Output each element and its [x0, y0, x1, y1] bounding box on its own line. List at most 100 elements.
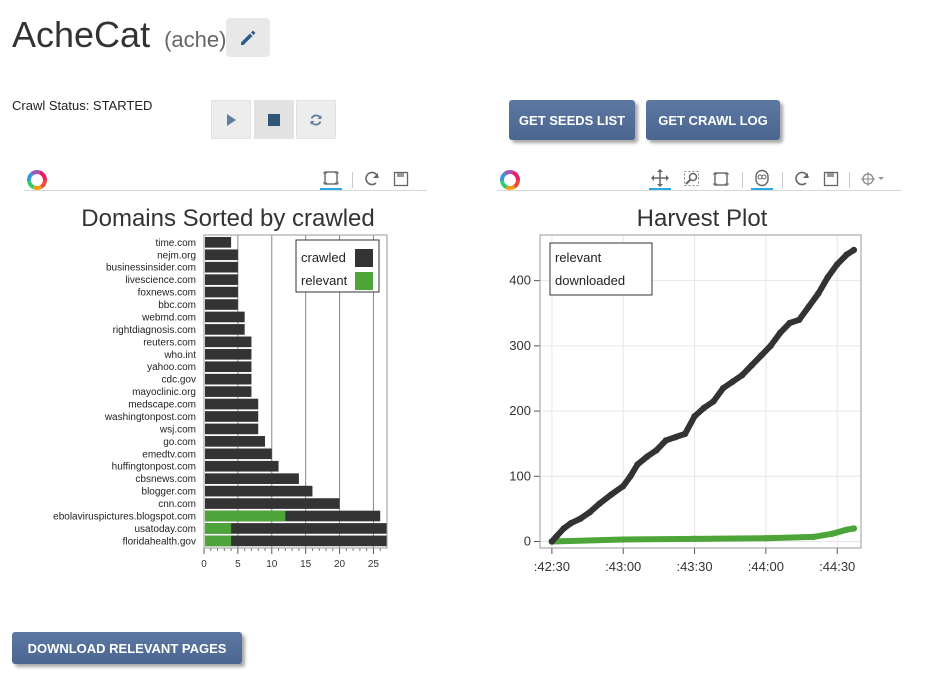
box-select-tool[interactable] — [710, 168, 732, 190]
x-tick-label: 5 — [235, 559, 241, 570]
domains-chart[interactable]: Domains Sorted by crawled time.comnejm.o… — [0, 195, 460, 585]
y-tick-label: 400 — [509, 273, 531, 288]
bar-crawled — [205, 336, 252, 348]
category-label: webmd.com — [141, 312, 196, 323]
category-label: blogger.com — [142, 487, 196, 498]
legend-swatch-relevant — [355, 272, 373, 290]
point-relevant — [762, 535, 770, 542]
bar-crawled — [205, 510, 381, 522]
axes: 0 100 200 300 400:42:30:43:00:43:30:44:00:44… — [509, 273, 855, 574]
bar-crawled — [205, 411, 259, 422]
x-tick-label: 20 — [334, 559, 346, 570]
category-label: mayoclinic.org — [132, 387, 196, 398]
category-label: foxnews.com — [138, 288, 196, 299]
stop-icon — [268, 113, 280, 126]
x-tick-label: :43:00 — [605, 559, 641, 574]
chart-series — [548, 246, 858, 545]
save-tool[interactable] — [820, 168, 842, 190]
point-downloaded — [567, 520, 575, 527]
bar-crawled — [205, 274, 238, 285]
box-zoom-icon — [323, 171, 339, 185]
category-label: ebolaviruspictures.blogspot.com — [53, 512, 196, 523]
point-downloaded — [662, 437, 670, 444]
chart-title: Domains Sorted by crawled — [81, 205, 374, 232]
y-tick-label: 300 — [509, 338, 531, 353]
point-downloaded — [681, 430, 689, 438]
harvest-chart[interactable]: Harvest Plot 0 100 200 300 400:42:30:43:00:4… — [495, 195, 915, 585]
x-tick-label: 15 — [300, 559, 312, 570]
start-crawl-button[interactable] — [211, 100, 251, 139]
save-icon — [393, 171, 409, 187]
point-downloaded — [577, 515, 584, 522]
wheel-zoom-tool[interactable] — [751, 168, 773, 190]
point-downloaded — [748, 362, 755, 369]
reset-tool[interactable] — [791, 168, 813, 190]
reset-tool[interactable] — [361, 168, 383, 190]
chart-bars — [205, 237, 387, 547]
point-downloaded — [596, 500, 603, 507]
toolbar-underline — [497, 190, 901, 191]
x-tick-label: 0 — [201, 559, 207, 570]
bar-crawled — [205, 386, 252, 397]
inspect-tool[interactable] — [859, 168, 887, 190]
pan-tool[interactable] — [649, 168, 671, 190]
point-downloaded — [608, 491, 615, 498]
legend-label-downloaded: downloaded — [555, 273, 625, 288]
point-relevant — [843, 526, 850, 533]
point-downloaded — [620, 482, 627, 490]
bar-crawled — [205, 535, 387, 547]
bar-crawled — [205, 249, 238, 261]
reset-icon — [795, 171, 809, 186]
point-downloaded — [710, 398, 717, 405]
point-downloaded — [843, 251, 850, 258]
point-relevant — [691, 535, 698, 543]
toolbar-divider — [849, 172, 850, 188]
category-label: huffingtonpost.com — [112, 462, 196, 473]
point-downloaded — [776, 329, 784, 337]
point-downloaded — [834, 261, 841, 268]
x-tick-label: :44:30 — [819, 559, 855, 574]
legend-label-crawled: crawled — [301, 250, 346, 265]
bokeh-logo-icon[interactable] — [499, 169, 521, 196]
toolbar-divider — [742, 172, 743, 188]
y-tick-label: 0 — [524, 533, 531, 548]
plot-frame — [203, 234, 388, 549]
bar-crawled — [205, 299, 238, 310]
save-icon — [823, 171, 839, 187]
category-label: who.int — [163, 350, 196, 361]
category-label: floridahealth.gov — [123, 536, 196, 547]
box-zoom-tool[interactable] — [320, 168, 342, 190]
category-label: bbc.com — [158, 300, 196, 311]
refresh-status-button[interactable] — [296, 100, 336, 139]
bar-crawled — [205, 348, 252, 360]
bar-relevant — [205, 535, 232, 547]
bar-crawled — [205, 261, 238, 273]
get-seeds-list-button[interactable]: GET SEEDS LIST — [509, 100, 635, 140]
x-axis: 0 5 10 15 20 25 — [201, 548, 381, 570]
save-tool[interactable] — [390, 168, 412, 190]
bokeh-logo-icon[interactable] — [26, 169, 48, 196]
point-downloaded — [643, 453, 651, 460]
bar-crawled — [205, 237, 232, 248]
point-relevant — [620, 536, 627, 543]
point-downloaded — [691, 413, 698, 420]
stop-crawl-button[interactable] — [254, 100, 294, 139]
play-icon — [227, 113, 236, 126]
bar-crawled — [205, 373, 252, 385]
point-downloaded — [729, 378, 736, 385]
bar-crawled — [205, 498, 340, 509]
get-crawl-log-button[interactable]: GET CRAWL LOG — [646, 100, 780, 140]
point-downloaded — [672, 433, 679, 441]
x-tick-label: :42:30 — [534, 559, 570, 574]
point-downloaded — [738, 371, 746, 379]
legend-label-relevant: relevant — [301, 273, 348, 288]
box-zoom-tool[interactable] — [681, 168, 703, 190]
point-relevant — [850, 525, 858, 532]
edit-button[interactable] — [226, 18, 270, 57]
refresh-icon — [310, 114, 322, 125]
box-select-icon — [713, 172, 729, 186]
download-relevant-pages-button[interactable]: DOWNLOAD RELEVANT PAGES — [12, 632, 242, 664]
legend-label-relevant: relevant — [555, 250, 602, 265]
toolbar-underline — [24, 190, 427, 191]
